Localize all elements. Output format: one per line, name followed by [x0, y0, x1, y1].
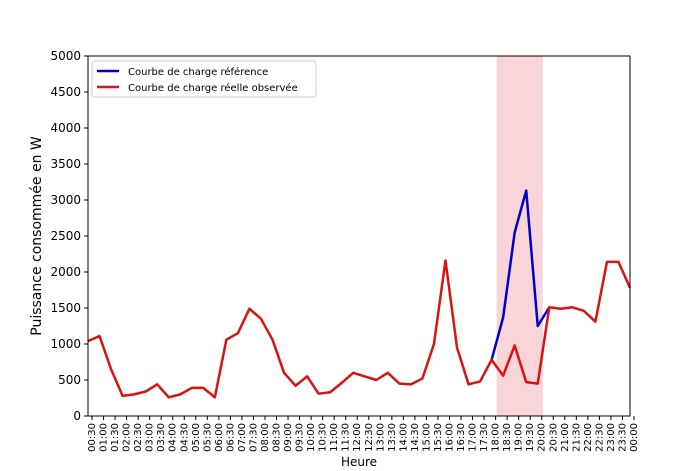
- series-line: [87, 259, 632, 399]
- x-tick-label: 07:30: [248, 423, 259, 452]
- x-tick-label: 12:00: [352, 423, 363, 452]
- x-tick-label: 14:00: [398, 423, 409, 452]
- legend: Courbe de charge référence Courbe de char…: [91, 60, 317, 98]
- x-tick-label: 22:00: [583, 423, 594, 452]
- x-axis-label: Heure: [341, 455, 377, 467]
- legend-box: [91, 60, 317, 98]
- x-tick-label: 07:00: [237, 423, 248, 452]
- x-tick-label: 09:00: [283, 423, 294, 452]
- x-tick-label: 04:00: [168, 423, 179, 452]
- x-tick-label: 18:00: [491, 423, 502, 452]
- y-tick-label: 500: [58, 373, 81, 387]
- x-tick-label: 11:30: [341, 423, 352, 452]
- y-axis-label: Puissance consommée en W: [29, 136, 45, 336]
- x-tick-label: 19:30: [525, 423, 536, 452]
- x-tick-label: 10:30: [318, 423, 329, 452]
- legend-label: Courbe de charge réelle observée: [128, 82, 298, 94]
- x-tick-label: 16:00: [444, 423, 455, 452]
- x-tick-label: 01:00: [99, 423, 110, 452]
- x-tick-label: 00:30: [87, 423, 98, 452]
- x-tick-label: 02:00: [122, 423, 133, 452]
- x-tick-label: 13:00: [375, 423, 386, 452]
- x-tick-label: 06:00: [214, 423, 225, 452]
- x-tick-label: 15:30: [433, 423, 444, 452]
- x-tick-label: 23:00: [606, 423, 617, 452]
- x-tick-label: 20:00: [537, 423, 548, 452]
- x-tick-label: 22:30: [594, 423, 605, 452]
- highlight-band: [496, 56, 543, 416]
- x-tick-label: 12:30: [364, 423, 375, 452]
- x-tick-label: 17:00: [468, 423, 479, 452]
- x-tick-label: 23:30: [617, 423, 628, 452]
- x-tick-label: 21:00: [560, 423, 571, 452]
- x-tick-label: 13:30: [387, 423, 398, 452]
- y-tick-label: 4000: [50, 121, 81, 135]
- x-tick-label: 06:30: [225, 423, 236, 452]
- y-tick-label: 5000: [50, 49, 81, 63]
- x-tick-label: 03:00: [145, 423, 156, 452]
- x-tick-label: 17:30: [479, 423, 490, 452]
- x-tick-label: 19:00: [514, 423, 525, 452]
- x-tick-label: 05:30: [202, 423, 213, 452]
- x-tick-label: 03:30: [156, 423, 167, 452]
- x-tick-label: 16:30: [456, 423, 467, 452]
- y-tick-label: 3000: [50, 193, 81, 207]
- x-tick-label: 02:30: [133, 423, 144, 452]
- x-tick-label: 09:30: [295, 423, 306, 452]
- y-tick-label: 0: [73, 409, 81, 423]
- x-tick-label: 08:30: [272, 423, 283, 452]
- x-tick-label: 21:30: [571, 423, 582, 452]
- x-tick-label: 18:30: [502, 423, 513, 452]
- y-tick-label: 1000: [50, 337, 81, 351]
- y-tick-label: 1500: [50, 301, 81, 315]
- plot-frame: [87, 55, 631, 417]
- x-tick-label: 14:30: [410, 423, 421, 452]
- y-tick-label: 2000: [50, 265, 81, 279]
- x-tick-label: 10:00: [306, 423, 317, 452]
- y-tick-label: 3500: [50, 157, 81, 171]
- legend-label: Courbe de charge référence: [128, 66, 268, 78]
- series-line: [490, 189, 551, 361]
- y-tick-label: 2500: [50, 229, 81, 243]
- x-tick-label: 11:00: [329, 423, 340, 452]
- x-tick-label: 15:00: [421, 423, 432, 452]
- x-tick-label: 01:30: [110, 423, 121, 452]
- x-tick-label: 05:00: [191, 423, 202, 452]
- x-tick-label: 00:00: [629, 423, 640, 452]
- x-tick-label: 04:30: [179, 423, 190, 452]
- x-tick-label: 20:30: [548, 423, 559, 452]
- y-tick-label: 4500: [50, 85, 81, 99]
- x-tick-label: 08:00: [260, 423, 271, 452]
